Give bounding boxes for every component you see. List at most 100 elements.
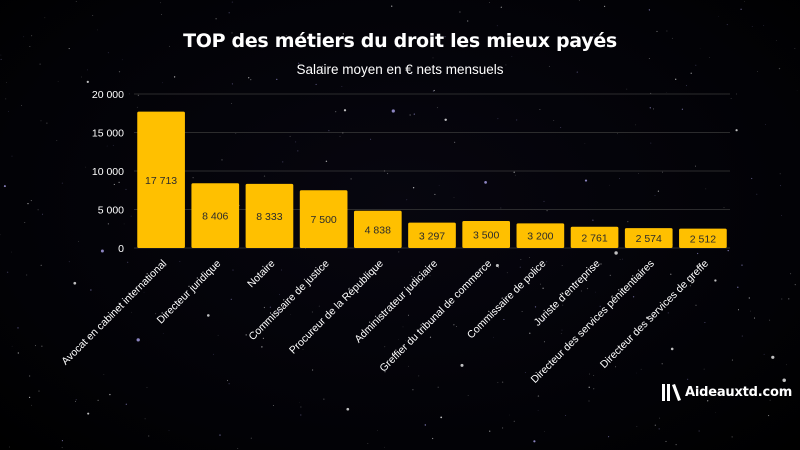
- chart-subtitle: Salaire moyen en € nets mensuels: [296, 62, 504, 77]
- star: [61, 440, 63, 442]
- star: [285, 35, 287, 36]
- star: [302, 349, 304, 350]
- star: [413, 113, 415, 115]
- star: [408, 365, 409, 367]
- star: [322, 265, 324, 267]
- star: [454, 141, 456, 143]
- star: [495, 263, 499, 268]
- star: [675, 444, 677, 446]
- star: [377, 430, 378, 431]
- star: [37, 209, 39, 211]
- x-category-label: Notaire: [245, 258, 278, 291]
- star: [499, 43, 501, 44]
- star: [788, 298, 790, 300]
- star: [650, 142, 652, 144]
- star: [560, 127, 562, 129]
- star: [228, 383, 230, 385]
- star: [632, 296, 635, 298]
- star: [279, 294, 280, 296]
- star: [513, 171, 515, 173]
- star: [122, 250, 124, 252]
- star: [144, 418, 146, 420]
- star: [113, 183, 115, 185]
- star: [578, 0, 580, 1]
- star: [86, 80, 89, 84]
- star: [121, 59, 123, 61]
- star: [562, 304, 564, 306]
- bar-value-label: 3 200: [527, 231, 553, 243]
- star: [671, 37, 673, 39]
- star: [737, 286, 739, 288]
- star: [751, 26, 753, 27]
- star: [489, 430, 491, 432]
- star: [11, 155, 13, 157]
- star: [690, 72, 692, 74]
- star: [106, 145, 108, 147]
- star: [543, 320, 545, 322]
- star: [619, 178, 620, 180]
- star: [264, 321, 266, 323]
- star: [751, 177, 753, 180]
- star: [336, 304, 338, 306]
- star: [500, 207, 502, 209]
- star: [263, 175, 266, 177]
- y-tick-label: 20 000: [92, 89, 124, 101]
- star: [269, 306, 272, 308]
- bar-value-label: 8 333: [256, 211, 282, 223]
- star: [580, 290, 582, 292]
- star: [593, 388, 595, 390]
- star: [412, 389, 414, 391]
- star: [432, 57, 434, 59]
- star: [387, 173, 389, 175]
- star: [409, 114, 411, 116]
- star: [263, 306, 265, 309]
- star: [97, 399, 99, 401]
- brand-logo[interactable]: Aideauxtd.com: [662, 382, 792, 402]
- star: [31, 35, 33, 37]
- star: [515, 119, 518, 121]
- star: [424, 424, 426, 426]
- star: [584, 179, 588, 182]
- star: [513, 420, 515, 422]
- star: [756, 193, 758, 195]
- star: [666, 30, 668, 32]
- star: [267, 325, 269, 327]
- star: [744, 1, 745, 2]
- star: [40, 120, 42, 122]
- star: [493, 336, 494, 338]
- star: [665, 440, 667, 442]
- star: [160, 2, 161, 4]
- star: [406, 199, 408, 201]
- star: [780, 185, 782, 187]
- bar-value-label: 3 297: [419, 230, 445, 242]
- star: [498, 267, 499, 268]
- star: [567, 343, 569, 345]
- star: [640, 368, 642, 370]
- bar-value-label: 4 838: [365, 224, 391, 236]
- star: [250, 437, 252, 439]
- x-category-label: Avocat en cabinet international: [59, 258, 169, 368]
- star: [173, 76, 176, 78]
- star: [509, 40, 511, 42]
- star: [29, 46, 31, 47]
- brand-name: Aideauxtd.com: [685, 384, 793, 400]
- star: [514, 174, 516, 176]
- star: [408, 314, 410, 316]
- star: [300, 414, 302, 416]
- star: [46, 122, 48, 124]
- star: [155, 313, 157, 315]
- star: [130, 215, 132, 217]
- x-category-label: Directeur des services de greffe: [598, 258, 711, 371]
- star: [588, 373, 590, 375]
- star: [698, 430, 700, 432]
- star: [696, 252, 699, 255]
- star: [384, 346, 386, 348]
- y-axis-ticks: 0 5 000 10 000 15 000 20 000: [92, 89, 124, 255]
- star: [588, 386, 590, 388]
- star: [41, 345, 43, 347]
- star: [529, 257, 530, 258]
- star: [794, 283, 796, 286]
- star: [382, 68, 383, 69]
- star: [782, 378, 786, 383]
- star: [594, 291, 596, 293]
